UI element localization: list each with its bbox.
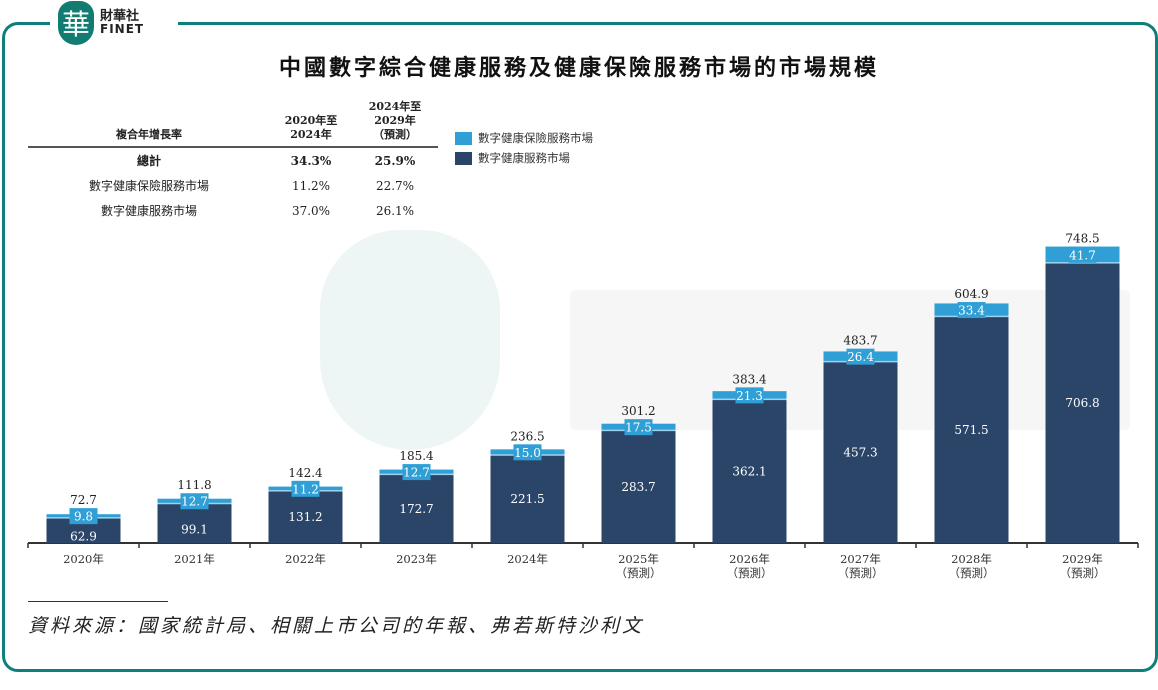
health-value-label: 221.5 xyxy=(510,492,544,506)
total-value-label: 483.7 xyxy=(843,334,877,348)
x-tick-label: 2027年 xyxy=(840,552,881,566)
insurance-label-box xyxy=(624,419,653,436)
table-row: 總計 34.3% 25.9% xyxy=(28,147,438,173)
source-divider xyxy=(28,601,168,602)
health-value-label: 131.2 xyxy=(288,510,322,524)
total-value-label: 604.9 xyxy=(954,287,988,301)
row-cagr-a: 11.2% xyxy=(291,178,331,193)
insurance-value-label: 26.4 xyxy=(847,350,874,364)
x-tick-label: 2021年 xyxy=(174,552,215,566)
health-value-label: 99.1 xyxy=(181,522,208,536)
health-value-label: 283.7 xyxy=(621,480,655,494)
bar-digital-health xyxy=(601,430,676,543)
x-tick-label: 2028年 xyxy=(951,552,992,566)
insurance-label-box xyxy=(1068,246,1097,263)
health-value-label: 172.7 xyxy=(399,502,433,516)
row-cagr-a: 34.3% xyxy=(290,153,332,168)
legend-item-insurance: 數字健康保險服務市場 xyxy=(455,130,593,146)
insurance-value-label: 17.5 xyxy=(625,421,652,435)
row-cagr-b: 26.1% xyxy=(375,203,415,218)
cagr-header-label: 複合年增長率 xyxy=(116,128,182,141)
chart-frame xyxy=(2,22,1158,672)
total-value-label: 301.2 xyxy=(621,404,655,418)
total-value-label: 383.4 xyxy=(732,372,767,386)
logo-en: FINET xyxy=(100,22,145,36)
total-value-label: 142.4 xyxy=(288,466,323,480)
total-value-label: 185.4 xyxy=(399,449,434,463)
segment-divider xyxy=(1045,262,1120,264)
x-tick-label: （預測） xyxy=(727,566,773,580)
x-tick-label: （預測） xyxy=(838,566,884,580)
x-tick-label: 2022年 xyxy=(285,552,326,566)
logo-cn: 財華社 xyxy=(100,9,140,24)
table-row: 數字健康保險服務市場 11.2% 22.7% xyxy=(28,173,438,198)
health-value-label: 362.1 xyxy=(732,464,766,478)
row-label: 數字健康保險服務市場 xyxy=(88,179,209,193)
row-cagr-a: 37.0% xyxy=(291,203,331,218)
x-tick-label: 2026年 xyxy=(729,552,770,566)
legend-item-health: 數字健康服務市場 xyxy=(455,150,593,166)
bar-digital-health xyxy=(157,503,232,543)
insurance-value-label: 21.3 xyxy=(736,389,763,403)
bar-digital-health xyxy=(1045,263,1120,543)
cagr-table: 複合年增長率 2020年至 2024年 2024年至 2029年 （預測） 總計… xyxy=(28,100,438,223)
health-value-label: 571.5 xyxy=(954,423,988,437)
bar-digital-health xyxy=(268,491,343,543)
legend-label: 數字健康保險服務市場 xyxy=(478,131,593,145)
legend-swatch xyxy=(455,151,472,165)
insurance-label-box xyxy=(180,493,209,510)
insurance-label-box xyxy=(846,348,875,365)
insurance-label-box xyxy=(402,464,431,481)
health-value-label: 706.8 xyxy=(1065,396,1099,410)
insurance-label-box xyxy=(291,480,320,497)
insurance-value-label: 41.7 xyxy=(1069,248,1096,262)
source-note: 資料來源：國家統計局、相關上市公司的年報、弗若斯特沙利文 xyxy=(28,615,645,637)
bar-digital-health xyxy=(490,455,565,543)
x-tick-label: 2020年 xyxy=(63,552,104,566)
insurance-value-label: 11.2 xyxy=(292,482,319,496)
insurance-label-box xyxy=(957,302,986,319)
cagr-header-2020-2024: 2020年至 2024年 xyxy=(284,114,338,141)
x-tick-label: （預測） xyxy=(949,566,995,580)
insurance-value-label: 12.7 xyxy=(403,466,430,480)
chart-title: 中國數字綜合健康服務及健康保險服務市場的市場規模 xyxy=(278,55,879,81)
legend-label: 數字健康服務市場 xyxy=(478,151,570,165)
bar-digital-health xyxy=(934,316,1009,543)
health-value-label: 62.9 xyxy=(70,530,97,544)
bar-digital-health xyxy=(712,399,787,543)
insurance-value-label: 12.7 xyxy=(181,495,208,509)
x-tick-label: （預測） xyxy=(616,566,662,580)
bar-digital-health xyxy=(823,361,898,543)
x-tick-label: 2025年 xyxy=(618,552,659,566)
logo-mark: 華 xyxy=(58,1,94,45)
row-label: 總計 xyxy=(136,154,161,168)
insurance-value-label: 9.8 xyxy=(74,510,93,524)
watermark-logo-shape xyxy=(320,230,500,450)
insurance-label-box xyxy=(735,387,764,404)
insurance-label-box xyxy=(513,444,542,461)
legend: 數字健康保險服務市場 數字健康服務市場 xyxy=(455,130,593,170)
x-tick-label: （預測） xyxy=(1060,566,1106,580)
total-value-label: 236.5 xyxy=(510,429,544,443)
insurance-label-box xyxy=(69,508,98,525)
bar-digital-health xyxy=(379,474,454,543)
total-value-label: 748.5 xyxy=(1065,232,1099,246)
total-value-label: 72.7 xyxy=(70,493,97,507)
row-cagr-b: 25.9% xyxy=(374,153,416,168)
insurance-value-label: 33.4 xyxy=(958,304,985,318)
finet-logo: 華 財華社 FINET xyxy=(50,0,178,46)
x-tick-label: 2029年 xyxy=(1062,552,1103,566)
health-value-label: 457.3 xyxy=(843,445,877,459)
x-tick-label: 2023年 xyxy=(396,552,437,566)
table-row: 數字健康服務市場 37.0% 26.1% xyxy=(28,198,438,223)
total-value-label: 111.8 xyxy=(177,478,211,492)
insurance-value-label: 15.0 xyxy=(514,446,541,460)
cagr-header-2024-2029: 2024年至 2029年 （預測） xyxy=(368,100,422,141)
x-tick-label: 2024年 xyxy=(507,552,548,566)
legend-swatch xyxy=(455,131,472,145)
row-label: 數字健康服務市場 xyxy=(100,204,197,218)
row-cagr-b: 22.7% xyxy=(375,178,415,193)
